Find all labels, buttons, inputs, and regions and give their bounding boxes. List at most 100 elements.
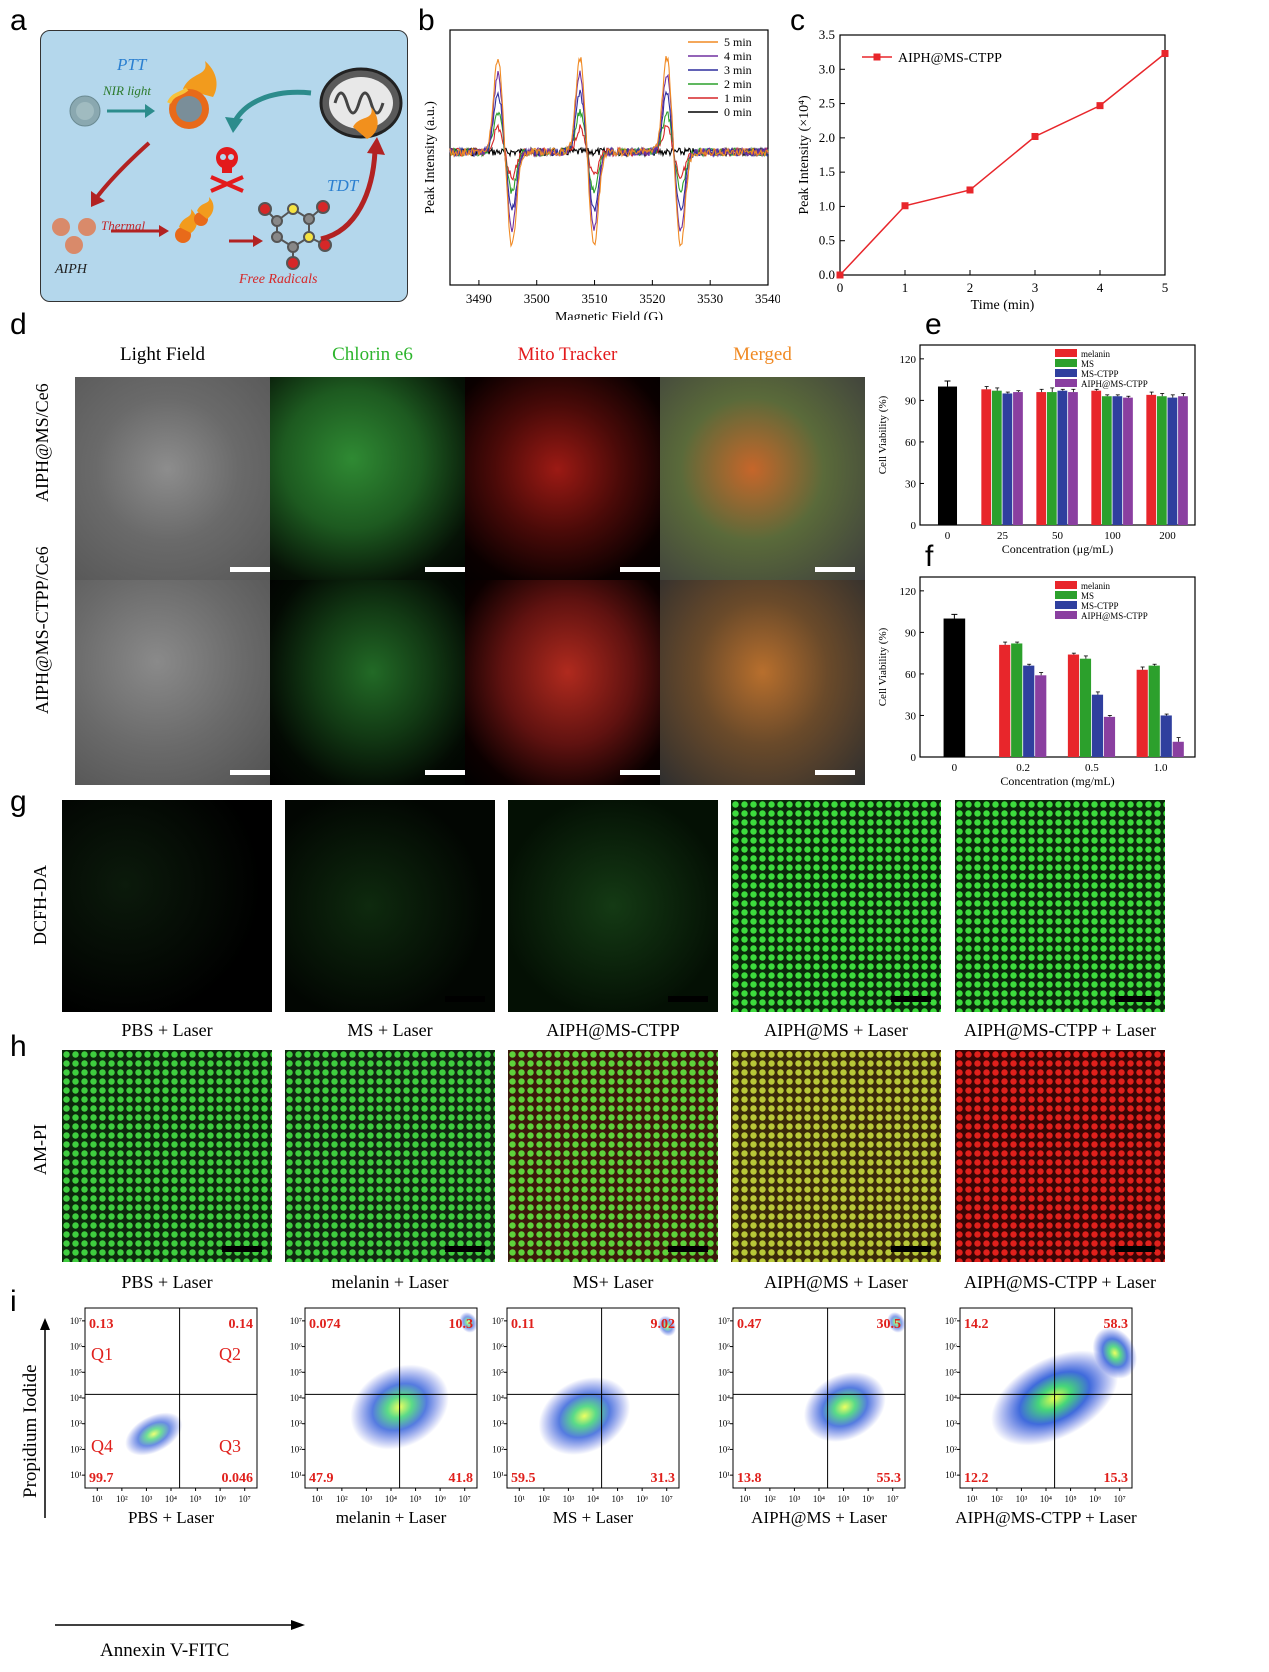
x-tick-label-5: 10⁶ bbox=[434, 1494, 446, 1504]
event-cloud bbox=[887, 1312, 906, 1333]
x-tick-label-5: 10⁶ bbox=[1089, 1494, 1101, 1504]
ampi-image-1 bbox=[285, 1050, 495, 1262]
col-header-light-field: Light Field bbox=[120, 344, 205, 365]
y-tick-label-0: 10¹ bbox=[492, 1470, 504, 1480]
legend-entry-3: AIPH@MS-CTPP bbox=[1081, 611, 1148, 621]
x-tick-label-4: 10⁵ bbox=[190, 1494, 202, 1504]
y-axis-label: Peak Intensity (a.u.) bbox=[423, 101, 438, 214]
ampi-caption-4: AIPH@MS-CTPP + Laser bbox=[963, 1272, 1157, 1292]
y-axis-label: Cell Viability (%) bbox=[877, 395, 889, 474]
flow-caption-4: AIPH@MS-CTPP + Laser bbox=[955, 1508, 1137, 1527]
free-radicals-text: Free Radicals bbox=[238, 272, 318, 287]
bar-MS-CTPP-25 bbox=[1002, 393, 1013, 525]
legend-entry-3: AIPH@MS-CTPP bbox=[1081, 379, 1148, 389]
bar-MS-0.2 bbox=[1011, 643, 1023, 757]
legend-swatch-0 bbox=[1055, 581, 1077, 589]
q1-value: 0.47 bbox=[737, 1317, 762, 1332]
x-tick-label-0: 10¹ bbox=[91, 1494, 103, 1504]
y-tick-label-3: 1.5 bbox=[819, 164, 835, 179]
y-tick-label-5: 10⁶ bbox=[718, 1342, 730, 1352]
data-point-5 bbox=[1161, 50, 1169, 58]
y-tick-label-1: 30 bbox=[905, 710, 917, 722]
flow-plot-0: 0.13 0.14 99.7 0.046 Q1 Q2 Q3 Q4 10¹ 10¹ 10² 10² 10³… bbox=[70, 1307, 258, 1527]
x-tick-label-0: 10¹ bbox=[513, 1494, 525, 1504]
bar-MS-100 bbox=[1101, 396, 1112, 525]
x-tick-label-1: 10² bbox=[336, 1494, 348, 1504]
epr-spectrum-chart: 3490 3500 3510 3520 3530 3540 Magnetic Field (… bbox=[423, 29, 780, 320]
plot-frame bbox=[449, 29, 769, 286]
y-axis-label: Cell Viability (%) bbox=[877, 627, 889, 706]
mito-arrow-icon bbox=[232, 89, 312, 123]
legend-entry-2: 3 min bbox=[724, 63, 752, 77]
dcfh-caption-1: MS + Laser bbox=[347, 1020, 433, 1040]
x-tick-label-2: 2 bbox=[967, 280, 974, 295]
scale-bar bbox=[1115, 1246, 1155, 1252]
bar-MS-CTPP-100 bbox=[1112, 396, 1123, 525]
y-tick-label-2: 10³ bbox=[70, 1419, 82, 1429]
y-tick-label-6: 10⁷ bbox=[290, 1316, 302, 1326]
plot-frame bbox=[839, 34, 1166, 276]
row-label-dcfh-da: DCFH-DA bbox=[30, 864, 50, 945]
event-cloud bbox=[803, 1371, 886, 1443]
x-tick-label-6: 10⁷ bbox=[887, 1494, 899, 1504]
bar-MS-CTPP-50 bbox=[1057, 390, 1068, 525]
y-tick-label-1: 10² bbox=[945, 1444, 957, 1454]
scale-bar bbox=[668, 1246, 708, 1252]
bar-AIPH@MS-CTPP-0.2 bbox=[1035, 675, 1047, 757]
flame-particles-icon bbox=[175, 197, 214, 243]
bar-MS-50 bbox=[1046, 392, 1057, 525]
data-point-2 bbox=[966, 186, 974, 194]
x-tick-label-4: 10⁵ bbox=[612, 1494, 624, 1504]
flow-caption-1: melanin + Laser bbox=[336, 1508, 447, 1527]
q3-value: 31.3 bbox=[651, 1471, 676, 1486]
y-tick-label-6: 10⁷ bbox=[492, 1316, 504, 1326]
x-tick-label-control: 0 bbox=[945, 530, 951, 542]
aiph-text: AIPH bbox=[54, 262, 88, 277]
y-tick-label-3: 10⁴ bbox=[492, 1393, 504, 1403]
q2-value: 58.3 bbox=[1104, 1317, 1129, 1332]
q2-value: 10.3 bbox=[449, 1317, 474, 1332]
y-tick-label-3: 10⁴ bbox=[718, 1393, 730, 1403]
x-tick-label-2: 10³ bbox=[789, 1494, 801, 1504]
micrograph-merged-2 bbox=[660, 580, 865, 785]
q4-value: 13.8 bbox=[737, 1471, 762, 1486]
bar-MS-CTPP-0.2 bbox=[1023, 665, 1035, 757]
q3-value: 55.3 bbox=[877, 1471, 902, 1486]
q4-name: Q4 bbox=[91, 1436, 113, 1456]
skull-icon bbox=[210, 147, 244, 193]
mitochondria-icon bbox=[319, 67, 403, 139]
x-axis-label: Magnetic Field (G) bbox=[555, 310, 663, 320]
x-tick-label-5: 10⁶ bbox=[214, 1494, 226, 1504]
legend-swatch-1 bbox=[1055, 591, 1077, 599]
bar-control bbox=[937, 386, 958, 525]
x-tick-label-0: 3490 bbox=[466, 291, 492, 306]
data-point-4 bbox=[1096, 102, 1104, 110]
dcfh-caption-4: AIPH@MS-CTPP + Laser bbox=[963, 1020, 1157, 1040]
x-tick-label-2: 3510 bbox=[582, 291, 608, 306]
x-tick-label-5: 10⁶ bbox=[862, 1494, 874, 1504]
y-tick-label-1: 10² bbox=[718, 1444, 730, 1454]
thermal-text: Thermal bbox=[101, 218, 145, 233]
bar-melanin-0.5 bbox=[1067, 654, 1080, 757]
dcfh-image-3 bbox=[731, 800, 941, 1012]
y-tick-label-5: 10⁶ bbox=[492, 1342, 504, 1352]
q3-value: 15.3 bbox=[1104, 1471, 1129, 1486]
x-tick-label-3: 10⁴ bbox=[587, 1494, 599, 1504]
flow-plot-4: 14.2 58.3 12.2 15.3 10¹ 10¹ 10² 10² 10³ 10³ 10⁴ 10⁴… bbox=[945, 1307, 1137, 1527]
y-tick-label-2: 10³ bbox=[718, 1419, 730, 1429]
bar-MS-CTPP-200 bbox=[1167, 397, 1178, 525]
bar-melanin-100 bbox=[1091, 390, 1102, 525]
x-tick-label-2: 10³ bbox=[1016, 1494, 1028, 1504]
x-tick-label-4: 10⁵ bbox=[410, 1494, 422, 1504]
scale-bar bbox=[445, 996, 485, 1002]
y-tick-label-4: 10⁵ bbox=[492, 1367, 504, 1377]
heated-particle-icon bbox=[167, 61, 217, 129]
x-axis-label: Time (min) bbox=[971, 298, 1035, 313]
x-tick-label-2: 1.0 bbox=[1154, 762, 1168, 774]
legend-entry-4: 1 min bbox=[724, 91, 752, 105]
panel-label-e: e bbox=[925, 308, 942, 341]
data-point-1 bbox=[901, 202, 909, 210]
col-header-chlorin: Chlorin e6 bbox=[332, 344, 413, 365]
legend-swatch-2 bbox=[1055, 601, 1077, 609]
bar-melanin-50 bbox=[1036, 392, 1047, 525]
